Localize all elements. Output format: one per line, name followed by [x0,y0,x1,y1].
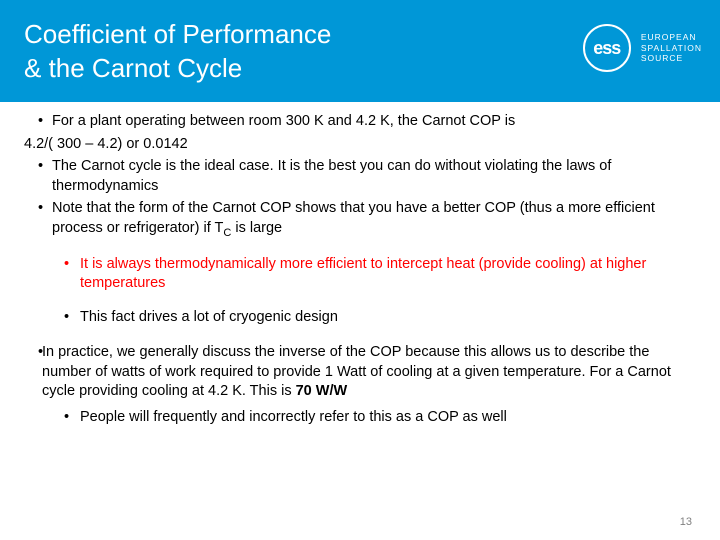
slide-header: Coefficient of Performance & the Carnot … [0,0,720,102]
title-line-2: & the Carnot Cycle [24,53,242,83]
ess-logo-icon: ess [583,24,631,72]
bullet-item: The Carnot cycle is the ideal case. It i… [24,157,696,196]
bullet-text: Note that the form of the Carnot COP sho… [52,200,655,236]
org-line-3: SOURCE [641,53,683,63]
calc-line: 4.2/( 300 – 4.2) or 0.0142 [24,135,696,155]
bullet-item: Note that the form of the Carnot COP sho… [24,199,696,240]
bullet-text: In practice, we generally discuss the in… [42,344,671,399]
bullet-item: For a plant operating between room 300 K… [24,112,696,132]
bullet-text: is large [231,220,282,236]
logo-block: ess EUROPEAN SPALLATION SOURCE [583,24,702,72]
org-line-2: SPALLATION [641,43,702,53]
sub-bullet-item: People will frequently and incorrectly r… [24,408,696,428]
org-line-1: EUROPEAN [641,32,697,42]
title-line-1: Coefficient of Performance [24,19,331,49]
sub-bullet-item: This fact drives a lot of cryogenic desi… [24,308,696,328]
page-number: 13 [680,516,692,528]
org-name: EUROPEAN SPALLATION SOURCE [641,32,702,64]
slide-body: For a plant operating between room 300 K… [0,102,720,427]
bold-value: 70 W/W [296,383,348,399]
sub-bullet-item: It is always thermodynamically more effi… [24,255,696,294]
bullet-item: In practice, we generally discuss the in… [24,343,696,402]
